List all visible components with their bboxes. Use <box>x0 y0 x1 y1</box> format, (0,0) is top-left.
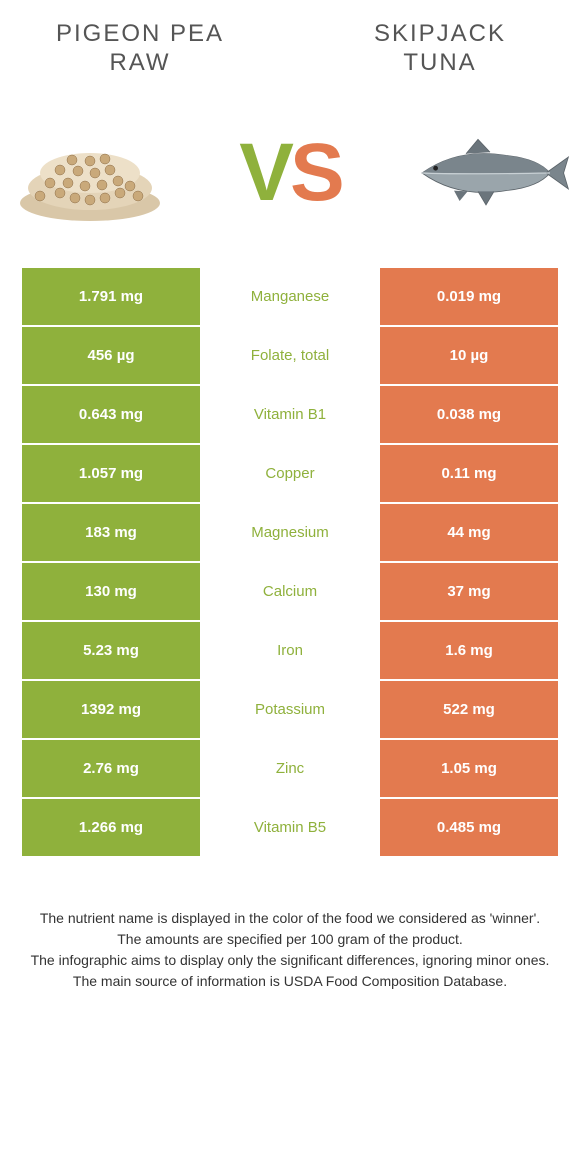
nutrient-name-cell: Zinc <box>200 740 380 797</box>
nutrient-name-cell: Folate, total <box>200 327 380 384</box>
right-value-cell: 0.038 mg <box>380 386 558 443</box>
table-row: 5.23 mgIron1.6 mg <box>22 622 558 679</box>
right-value-cell: 0.485 mg <box>380 799 558 856</box>
table-row: 0.643 mgVitamin B10.038 mg <box>22 386 558 443</box>
left-value-cell: 183 mg <box>22 504 200 561</box>
table-row: 130 mgCalcium37 mg <box>22 563 558 620</box>
table-row: 1.266 mgVitamin B50.485 mg <box>22 799 558 856</box>
right-food-title: SKIPJACKTUNA <box>340 20 540 78</box>
tuna-icon <box>410 133 570 213</box>
right-value-cell: 37 mg <box>380 563 558 620</box>
nutrient-name-cell: Magnesium <box>200 504 380 561</box>
left-food-image <box>10 118 170 228</box>
footer-notes: The nutrient name is displayed in the co… <box>0 858 580 992</box>
table-row: 2.76 mgZinc1.05 mg <box>22 740 558 797</box>
nutrient-name-cell: Vitamin B5 <box>200 799 380 856</box>
table-row: 1.057 mgCopper0.11 mg <box>22 445 558 502</box>
vs-label: VS <box>239 126 340 220</box>
comparison-table: 1.791 mgManganese0.019 mg456 µgFolate, t… <box>0 268 580 856</box>
left-value-cell: 1.791 mg <box>22 268 200 325</box>
left-value-cell: 456 µg <box>22 327 200 384</box>
pigeon-pea-icon <box>10 118 170 228</box>
left-value-cell: 1.266 mg <box>22 799 200 856</box>
nutrient-name-cell: Potassium <box>200 681 380 738</box>
left-value-cell: 1392 mg <box>22 681 200 738</box>
footer-line: The main source of information is USDA F… <box>30 971 550 992</box>
nutrient-name-cell: Copper <box>200 445 380 502</box>
right-value-cell: 0.11 mg <box>380 445 558 502</box>
right-value-cell: 0.019 mg <box>380 268 558 325</box>
table-row: 456 µgFolate, total10 µg <box>22 327 558 384</box>
right-value-cell: 1.6 mg <box>380 622 558 679</box>
vs-row: VS <box>0 88 580 268</box>
footer-line: The nutrient name is displayed in the co… <box>30 908 550 929</box>
footer-line: The infographic aims to display only the… <box>30 950 550 971</box>
table-row: 1392 mgPotassium522 mg <box>22 681 558 738</box>
right-value-cell: 522 mg <box>380 681 558 738</box>
footer-line: The amounts are specified per 100 gram o… <box>30 929 550 950</box>
table-row: 183 mgMagnesium44 mg <box>22 504 558 561</box>
vs-s: S <box>290 126 341 220</box>
right-food-image <box>410 118 570 228</box>
left-value-cell: 2.76 mg <box>22 740 200 797</box>
vs-v: V <box>239 126 290 220</box>
header: PIGEON PEARAW SKIPJACKTUNA <box>0 0 580 88</box>
table-row: 1.791 mgManganese0.019 mg <box>22 268 558 325</box>
left-value-cell: 0.643 mg <box>22 386 200 443</box>
nutrient-name-cell: Manganese <box>200 268 380 325</box>
nutrient-name-cell: Vitamin B1 <box>200 386 380 443</box>
left-value-cell: 5.23 mg <box>22 622 200 679</box>
left-value-cell: 1.057 mg <box>22 445 200 502</box>
nutrient-name-cell: Calcium <box>200 563 380 620</box>
right-value-cell: 44 mg <box>380 504 558 561</box>
nutrient-name-cell: Iron <box>200 622 380 679</box>
left-value-cell: 130 mg <box>22 563 200 620</box>
right-value-cell: 1.05 mg <box>380 740 558 797</box>
left-food-title: PIGEON PEARAW <box>40 20 240 78</box>
right-value-cell: 10 µg <box>380 327 558 384</box>
